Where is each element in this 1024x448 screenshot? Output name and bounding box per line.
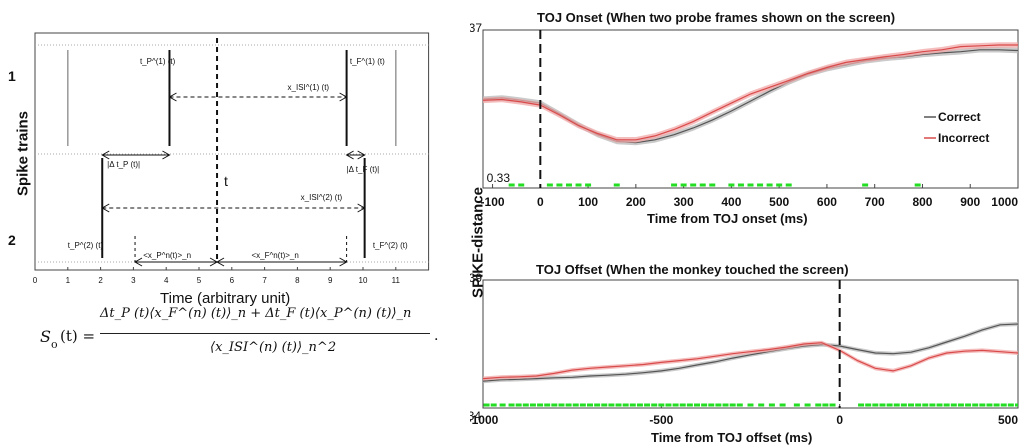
label-tf2: t_F^(2) (t) xyxy=(373,241,408,250)
schematic-xtick-label: 10 xyxy=(359,276,368,285)
chart2-xtick-label: 0 xyxy=(836,413,843,427)
label-isi1: x_ISI^(1) (t) xyxy=(288,83,330,92)
dtf-arrow-head-r xyxy=(357,150,366,160)
schematic-xtick-label: 3 xyxy=(131,276,136,285)
schematic-xtick-label: 1 xyxy=(66,276,71,285)
chart1-xtick-label: 900 xyxy=(960,195,980,209)
isi1-arrow-head-r xyxy=(339,92,348,102)
chart2-ytick-min: 0.34 xyxy=(470,409,481,423)
formula-denominator: ⟨x_ISI^(n) (t)⟩_n^2 xyxy=(210,340,337,355)
chart2-plot-area xyxy=(482,279,1019,409)
schematic-xtick-label: 11 xyxy=(392,276,401,285)
label-xfn: <x_F^n(t)>_n xyxy=(251,251,298,260)
label-xpn: <x_P^n(t)>_n xyxy=(143,251,191,260)
legend-label-correct: Correct xyxy=(938,110,981,124)
formula-lhs-arg: (t) = xyxy=(60,327,96,345)
train-1-label: 1 xyxy=(8,68,16,84)
schematic-xtick-label: 6 xyxy=(230,276,235,285)
formula-fraction-bar xyxy=(100,333,430,334)
label-isi2: x_ISI^(2) (t) xyxy=(301,193,343,202)
spike-train-schematic: t t_P^(1) (t) t_F^(1) (t) x_ISI^(1) (t) |Δ t… xyxy=(33,32,430,285)
chart2-line-correct xyxy=(482,323,1019,382)
chart1-legend: Correct Incorrect xyxy=(924,110,989,145)
chart2-xtick-label: -1000 xyxy=(470,413,499,427)
isi1-arrow-head-l xyxy=(168,92,177,102)
dtp-arrow-head-l xyxy=(101,150,110,160)
chart1-xtick-label: -100 xyxy=(481,195,505,209)
formula-period: . xyxy=(434,328,439,344)
schematic-xtick-label: 0 xyxy=(33,276,38,285)
formula-lhs: S xyxy=(40,327,51,346)
chart1-xtick-label: 1000 xyxy=(991,195,1018,209)
chart2-line-incorrect xyxy=(482,342,1019,380)
spike-distance-formula: S o (t) = Δt_P (t)⟨x_F^(n) (t)⟩_n + Δt_F… xyxy=(40,300,460,410)
chart1-xlabel: Time from TOJ onset (ms) xyxy=(647,211,808,226)
schematic-xtick-label: 5 xyxy=(197,276,202,285)
isi2-arrow-head-r xyxy=(357,203,366,213)
spike-trains-ylabel: Spike trains xyxy=(14,110,32,197)
schematic-xtick-label: 4 xyxy=(164,276,169,285)
chart1-ytick-max: 0.37 xyxy=(470,21,482,35)
train-2-label: 2 xyxy=(8,232,16,248)
chart1-title: TOJ Onset (When two probe frames shown o… xyxy=(537,10,896,25)
chart1-ytick-min: 0.33 xyxy=(487,171,511,185)
xfn-arrow-head-l xyxy=(216,257,225,267)
chart1-xtick-label: 400 xyxy=(721,195,741,209)
label-dtp: |Δ t_P (t)| xyxy=(107,160,140,169)
schematic-xtick-label: 9 xyxy=(328,276,333,285)
chart2-title: TOJ Offset (When the monkey touched the … xyxy=(536,262,849,277)
schematic-xlabel: Time (arbitrary unit) xyxy=(160,290,291,307)
chart2-ytick-max: 0.39 xyxy=(470,271,482,285)
chart1-xtick-label: 800 xyxy=(912,195,932,209)
chart1-xtick-label: 600 xyxy=(817,195,837,209)
chart1-xtick-label: 100 xyxy=(578,195,598,209)
label-tp2: t_P^(2) (t) xyxy=(68,241,104,250)
chart1-xtick-label: 700 xyxy=(865,195,885,209)
chart1-line-incorrect xyxy=(482,44,1018,141)
time-marker-label: t xyxy=(224,173,228,189)
chart2-band-incorrect xyxy=(483,340,1018,381)
schematic-xtick-label: 8 xyxy=(295,276,300,285)
chart2-xlabel: Time from TOJ offset (ms) xyxy=(651,430,813,445)
chart1-xtick-label: 500 xyxy=(769,195,789,209)
chart2-xtick-label: 500 xyxy=(998,413,1018,427)
dtf-arrow-head-l xyxy=(345,150,354,160)
chart1-xtick-label: 0 xyxy=(537,195,544,209)
dtp-arrow-head-r xyxy=(162,150,171,160)
chart2-xtick-label: -500 xyxy=(649,413,673,427)
isi2-arrow-head-l xyxy=(101,203,110,213)
chart1-xtick-label: 200 xyxy=(626,195,646,209)
schematic-frame xyxy=(34,32,430,271)
label-dtf: |Δ t_F (t)| xyxy=(347,165,380,174)
label-tp1: t_P^(1) (t) xyxy=(140,57,176,66)
formula-lhs-sub: o xyxy=(51,338,58,351)
chart1-band-incorrect xyxy=(483,42,1018,143)
legend-label-incorrect: Incorrect xyxy=(938,131,989,145)
schematic-xtick-label: 2 xyxy=(98,276,103,285)
formula-numerator: Δt_P (t)⟨x_F^(n) (t)⟩_n + Δt_F (t)⟨x_P^(… xyxy=(100,306,412,321)
schematic-xtick-label: 7 xyxy=(262,276,267,285)
chart1-xtick-label: 300 xyxy=(674,195,694,209)
spike-distance-charts: 0.330.37-1000100200300400500600700800900… xyxy=(470,21,1019,427)
label-tf1: t_F^(1) (t) xyxy=(350,57,385,66)
